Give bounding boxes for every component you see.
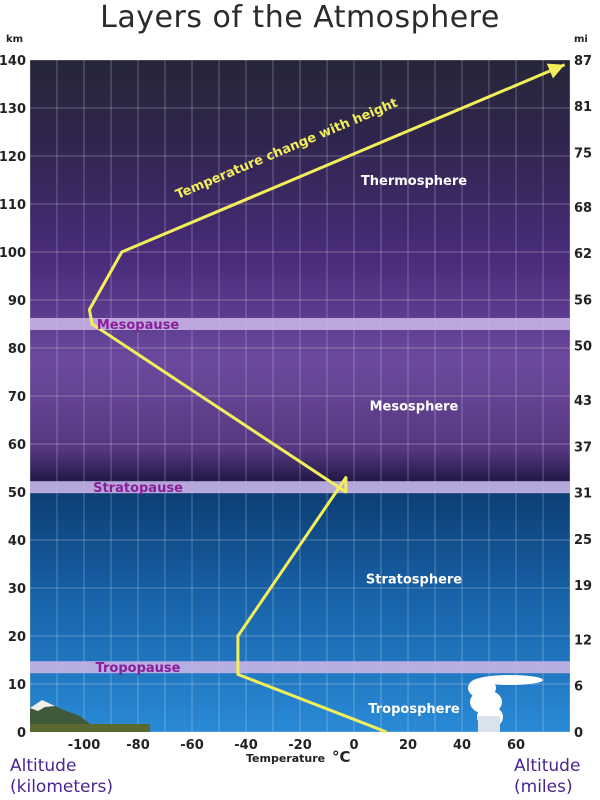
mi-unit-label: mi xyxy=(574,34,588,45)
pause-bands xyxy=(30,318,570,674)
layer-label: Stratosphere xyxy=(366,572,462,587)
pause-band xyxy=(30,481,570,494)
chart-title: Layers of the Atmosphere xyxy=(100,0,500,35)
pause-band xyxy=(30,318,570,330)
right-axis-title-line2: (miles) xyxy=(514,777,573,797)
mi-tick-label: 19 xyxy=(574,579,592,594)
mi-tick-label: 31 xyxy=(574,486,592,501)
pause-label: Mesopause xyxy=(97,318,179,333)
temperature-tick-label: -40 xyxy=(234,738,258,753)
km-tick-label: 50 xyxy=(8,486,26,501)
km-tick-label: 40 xyxy=(8,534,26,549)
km-unit-label: km xyxy=(6,34,23,45)
km-tick-label: 90 xyxy=(8,294,26,309)
km-axis: 0 10 20 30 40 50 60 70 80 90 100 110 120 130 140 xyxy=(0,54,26,741)
temperature-tick-label: 60 xyxy=(507,738,525,753)
curve-arrowhead xyxy=(546,63,565,79)
cumulonimbus-cloud-icon xyxy=(468,675,543,732)
temperature-tick-label: 0 xyxy=(349,738,358,753)
km-tick-label: 60 xyxy=(8,438,26,453)
layer-label: Mesosphere xyxy=(370,400,459,415)
mi-tick-label: 87 xyxy=(574,54,592,69)
km-tick-label: 70 xyxy=(8,390,26,405)
mi-tick-label: 56 xyxy=(574,294,592,309)
temperature-axis: -100 -80 -60 -40 -20 0 20 40 60 xyxy=(68,738,525,753)
temperature-tick-label: -80 xyxy=(126,738,150,753)
left-axis-title-line1: Altitude xyxy=(10,756,77,776)
pause-label: Tropopause xyxy=(96,661,181,676)
temperature-tick-label: -60 xyxy=(180,738,204,753)
km-tick-label: 0 xyxy=(17,726,26,741)
temperature-tick-label: -100 xyxy=(68,738,101,753)
temperature-tick-label: 20 xyxy=(399,738,417,753)
right-axis-title: Altitude (miles) xyxy=(514,756,580,798)
temperature-tick-label: 40 xyxy=(453,738,471,753)
layer-label: Thermosphere xyxy=(361,174,467,189)
mi-axis: 0 6 12 19 25 31 37 43 50 56 62 68 75 81 87 xyxy=(574,54,592,741)
mi-tick-label: 50 xyxy=(574,340,592,355)
km-tick-label: 10 xyxy=(8,678,26,693)
ground xyxy=(30,724,150,732)
right-axis-title-line1: Altitude xyxy=(514,756,581,776)
pause-label: Stratopause xyxy=(93,481,183,496)
km-tick-label: 100 xyxy=(0,246,26,261)
km-tick-label: 20 xyxy=(8,630,26,645)
mi-tick-label: 75 xyxy=(574,147,592,162)
x-axis-label: Temperature xyxy=(246,752,325,765)
km-tick-label: 110 xyxy=(0,198,26,213)
mi-tick-label: 68 xyxy=(574,201,592,216)
temperature-curve xyxy=(87,63,566,734)
temperature-axis-label: Temperature °C xyxy=(246,748,350,766)
scenery xyxy=(30,675,543,732)
temperature-tick-label: -20 xyxy=(288,738,312,753)
left-axis-title: Altitude (kilometers) xyxy=(10,756,113,798)
chart-background xyxy=(30,60,570,732)
km-tick-label: 80 xyxy=(8,342,26,357)
mi-tick-label: 0 xyxy=(574,726,583,741)
x-axis-unit: °C xyxy=(332,748,351,766)
mi-tick-label: 43 xyxy=(574,394,592,409)
mi-tick-label: 81 xyxy=(574,100,592,115)
km-tick-label: 140 xyxy=(0,54,26,69)
layer-labels: Thermosphere Mesosphere Stratosphere Tropos… xyxy=(361,174,467,717)
layer-label: Troposphere xyxy=(368,702,460,717)
mi-tick-label: 62 xyxy=(574,247,592,262)
mi-tick-label: 12 xyxy=(574,633,592,648)
km-tick-label: 120 xyxy=(0,150,26,165)
mi-tick-label: 6 xyxy=(574,679,583,694)
grid xyxy=(29,59,571,733)
pause-band xyxy=(30,661,570,674)
mi-tick-label: 37 xyxy=(574,440,592,455)
pause-labels: Mesopause Stratopause Tropopause xyxy=(93,318,183,676)
km-tick-label: 30 xyxy=(8,582,26,597)
mi-tick-label: 25 xyxy=(574,533,592,548)
mountain-snow-icon xyxy=(30,700,55,711)
left-axis-title-line2: (kilometers) xyxy=(10,777,113,797)
km-tick-label: 130 xyxy=(0,102,26,117)
